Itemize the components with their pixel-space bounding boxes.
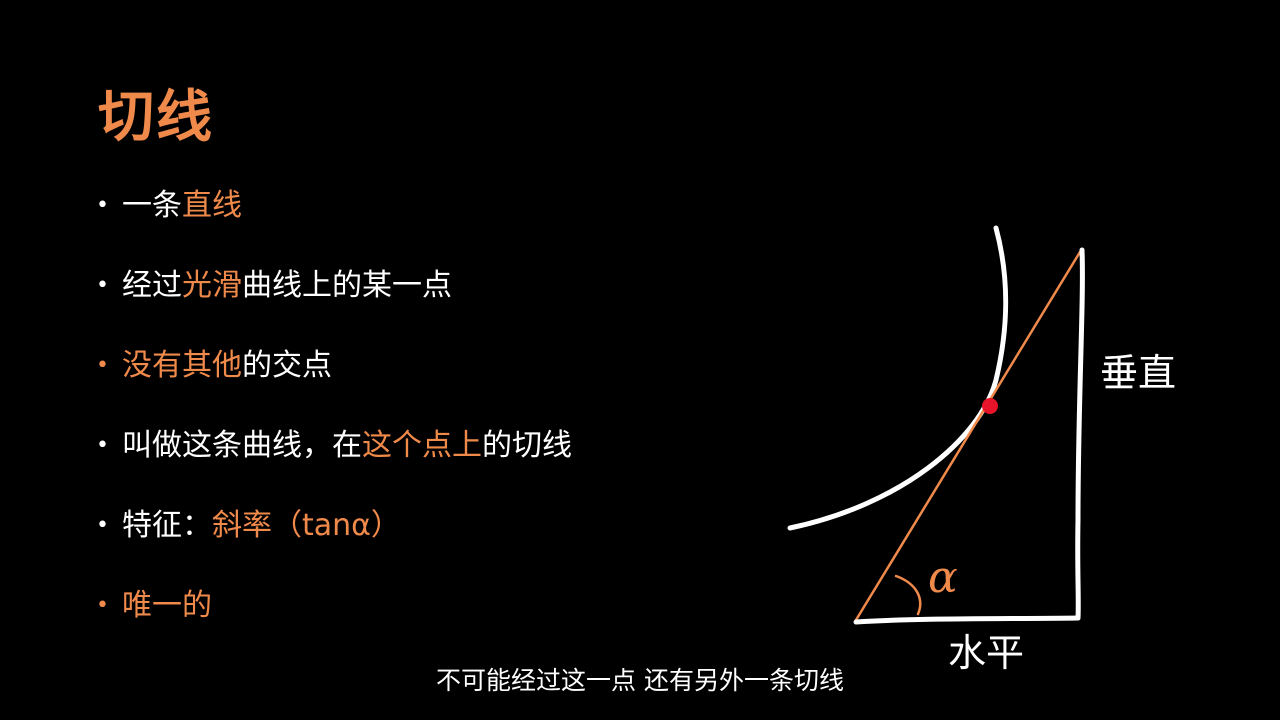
tangent-point — [982, 398, 998, 414]
tangent-line — [854, 250, 1082, 622]
bullet-item: • 没有其他的交点 — [96, 346, 572, 426]
bullet-dot: • — [96, 593, 109, 618]
angle-arc — [894, 574, 922, 616]
bullet-item: • 经过光滑曲线上的某一点 — [96, 266, 572, 346]
horizontal-label: 水平 — [948, 631, 1024, 675]
bullet-text: 叫做这条曲线，在这个点上的切线 — [122, 428, 572, 463]
bullet-dot: • — [96, 433, 109, 458]
smooth-curve — [787, 225, 1009, 531]
bullet-item: • 叫做这条曲线，在这个点上的切线 — [96, 426, 572, 506]
bullet-item: • 唯一的 — [96, 586, 572, 666]
horizontal-side — [853, 615, 1081, 625]
bullet-text: 一条直线 — [122, 188, 242, 223]
bullet-item: • 一条直线 — [96, 186, 572, 266]
bullet-item: • 特征：斜率（tanα） — [96, 506, 572, 586]
bullet-list: • 一条直线 • 经过光滑曲线上的某一点 • 没有其他的交点 • 叫做这条曲线，… — [96, 186, 572, 666]
bullet-text: 没有其他的交点 — [122, 348, 332, 383]
bullet-text: 特征：斜率（tanα） — [122, 508, 401, 543]
bullet-dot: • — [96, 193, 109, 218]
bullet-text: 唯一的 — [122, 588, 212, 623]
slide-title: 切线 — [98, 85, 214, 150]
angle-label: α — [928, 552, 958, 603]
bullet-dot: • — [96, 353, 109, 378]
bullet-dot: • — [96, 513, 109, 538]
vertical-side — [1075, 247, 1085, 621]
caption-subtitle: 不可能经过这一点 还有另外一条切线 — [436, 666, 844, 695]
vertical-label: 垂直 — [1100, 351, 1176, 395]
bullet-dot: • — [96, 273, 109, 298]
bullet-text: 经过光滑曲线上的某一点 — [122, 268, 452, 303]
